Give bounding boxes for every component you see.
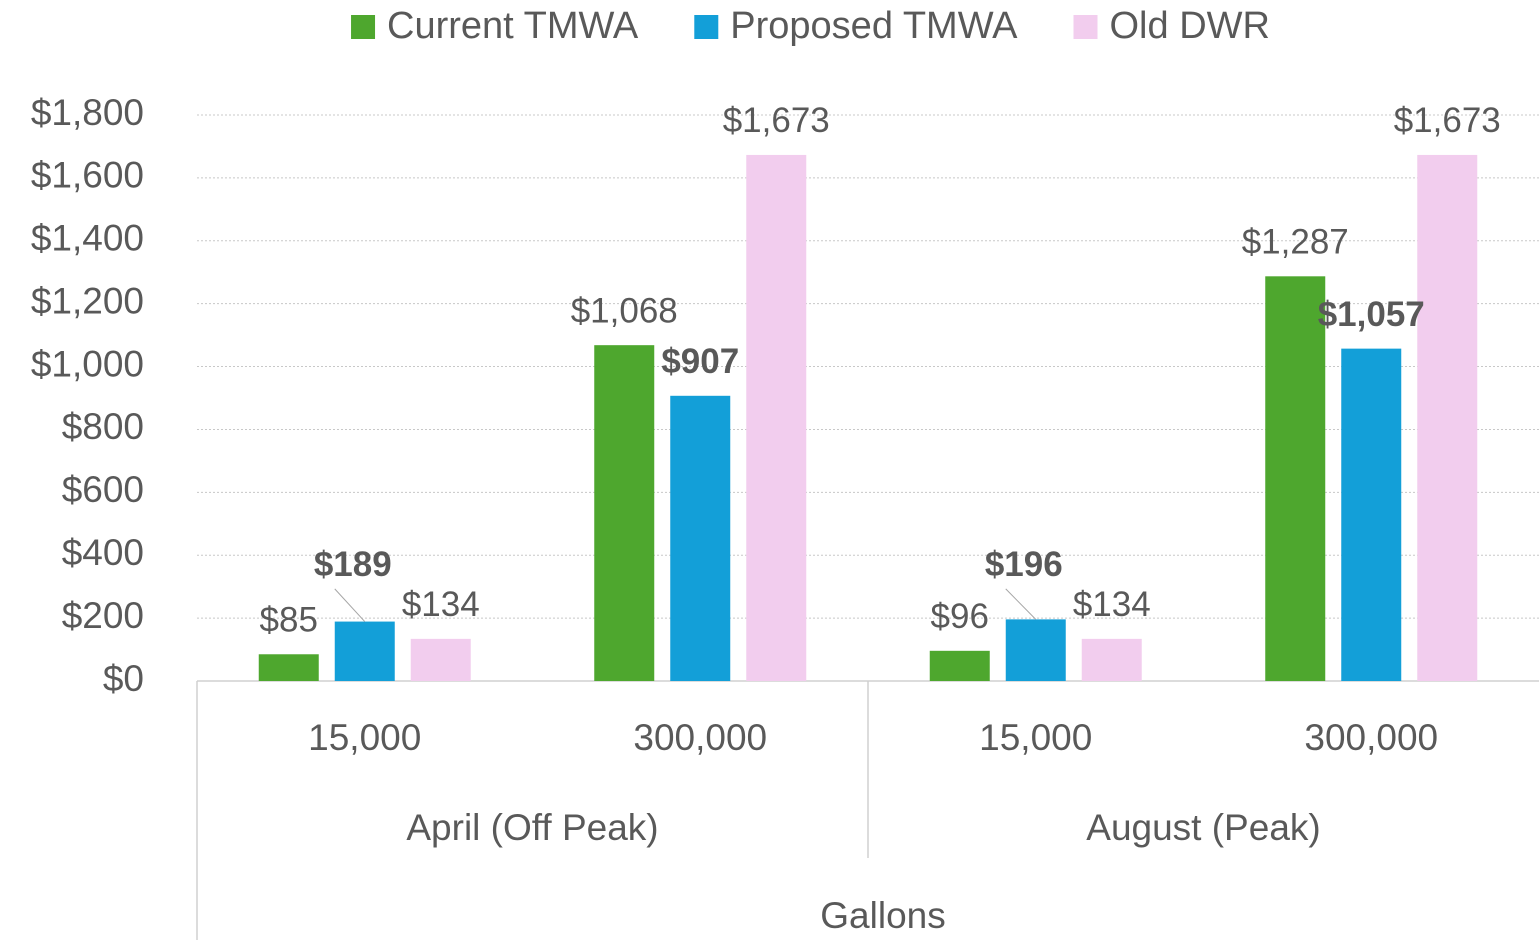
bar	[594, 345, 655, 681]
data-label: $1,287	[1242, 223, 1349, 262]
legend-swatch	[1073, 15, 1098, 39]
group-label: August (Peak)	[1086, 807, 1320, 848]
data-label: $96	[931, 597, 989, 636]
data-label: $134	[402, 585, 480, 624]
leader-line	[334, 588, 366, 622]
legend-label: Old DWR	[1110, 5, 1270, 47]
bar	[1341, 348, 1402, 681]
bar	[670, 395, 731, 681]
x-tick-label: 15,000	[979, 717, 1092, 758]
x-axis-title: Gallons	[820, 895, 945, 936]
legend-label: Current TMWA	[387, 5, 639, 47]
y-tick-label: $1,200	[31, 280, 144, 321]
x-tick-label: 300,000	[633, 717, 767, 758]
y-tick-label: $400	[62, 532, 144, 573]
y-tick-label: $1,600	[31, 155, 144, 196]
y-tick-label: $1,800	[31, 92, 144, 133]
bar	[1417, 154, 1478, 681]
data-label: $1,068	[571, 291, 678, 330]
data-label: $134	[1073, 585, 1151, 624]
data-label: $196	[985, 545, 1063, 584]
bar	[1265, 276, 1326, 681]
legend-swatch	[694, 15, 719, 39]
data-label: $1,057	[1318, 295, 1425, 334]
y-tick-label: $600	[62, 469, 144, 510]
y-tick-label: $0	[103, 658, 144, 699]
data-label: $189	[314, 545, 392, 584]
y-tick-label: $1,400	[31, 218, 144, 259]
bar	[746, 154, 807, 681]
bar	[929, 650, 990, 681]
data-label: $907	[661, 342, 739, 381]
y-tick-label: $1,000	[31, 343, 144, 384]
bar	[410, 638, 471, 681]
group-label: April (Off Peak)	[406, 807, 658, 848]
data-label: $1,673	[723, 101, 830, 140]
legend-swatch	[351, 15, 376, 39]
data-label: $1,673	[1394, 101, 1501, 140]
bar	[258, 654, 319, 681]
data-label: $85	[260, 601, 318, 640]
y-tick-label: $800	[62, 406, 144, 447]
bar	[1081, 638, 1142, 681]
y-tick-label: $200	[62, 595, 144, 636]
x-tick-label: 300,000	[1304, 717, 1438, 758]
bar	[334, 621, 395, 681]
legend-label: Proposed TMWA	[730, 5, 1018, 47]
leader-line	[1005, 588, 1037, 620]
bar	[1005, 619, 1066, 681]
x-tick-label: 15,000	[308, 717, 421, 758]
